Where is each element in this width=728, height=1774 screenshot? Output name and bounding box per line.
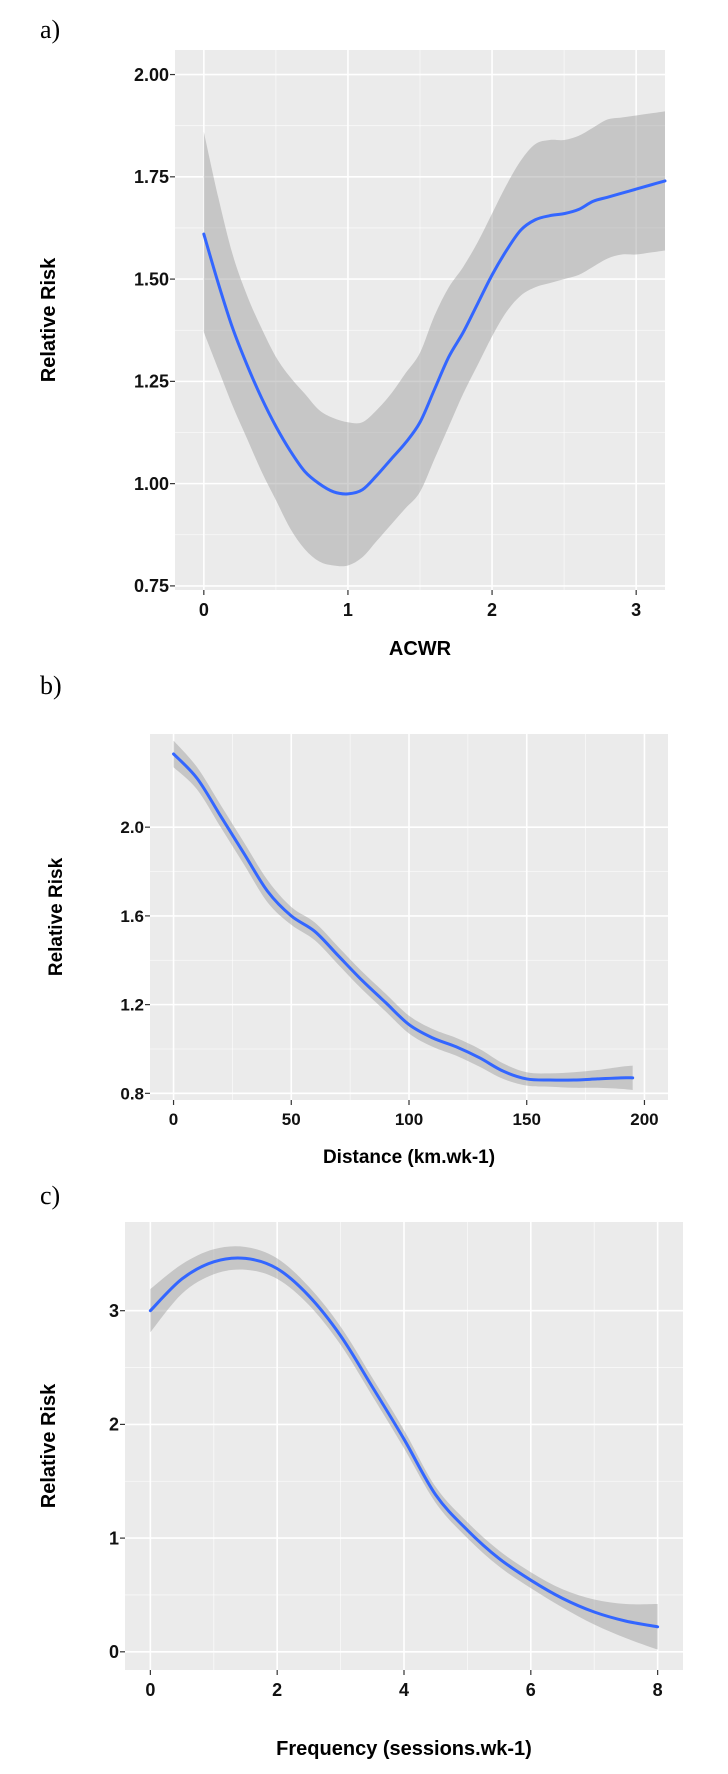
x-tick-label: 150 [513,1110,541,1129]
x-tick-label: 4 [399,1680,409,1700]
x-tick-label: 50 [282,1110,301,1129]
panel-label-b: b) [40,671,62,700]
y-tick-label: 1.75 [134,167,169,187]
panel-label-a: a) [40,15,60,44]
chart-c-frequency: 0 2 4 6 8 0 1 2 3 Frequency (sessions.wk-1) Relati… [38,1222,683,1760]
x-tick-label: 6 [526,1680,536,1700]
x-tick-label: 3 [631,600,641,620]
x-axis-title: Frequency (sessions.wk-1) [276,1738,532,1760]
y-axis-title: Relative Risk [38,257,60,382]
x-tick-label: 200 [630,1110,658,1129]
confidence-band [150,1246,658,1650]
x-tick-label: 100 [395,1110,423,1129]
y-tick-label: 1.25 [134,372,169,392]
y-tick-label: 0.8 [120,1084,144,1103]
y-tick-label: 2.0 [120,818,144,837]
x-tick-label: 1 [343,600,353,620]
fit-line [172,752,635,1082]
x-tick-label: 0 [199,600,209,620]
x-axis-title: ACWR [389,638,452,660]
chart-a-acwr: 0 1 2 3 0.75 1.00 1.25 1.50 1.75 2.00 ACWR Relative… [38,50,667,660]
confidence-band [203,111,665,567]
y-axis-title: Relative Risk [46,857,67,976]
x-tick-label: 0 [145,1680,155,1700]
y-tick-label: 1.50 [134,269,169,289]
x-tick-label: 0 [169,1110,178,1129]
fit-line [202,179,667,496]
x-axis-title: Distance (km.wk-1) [323,1147,495,1168]
y-axis-title: Relative Risk [38,1383,60,1508]
x-tick-label: 8 [653,1680,663,1700]
y-tick-label: 0 [109,1642,119,1662]
y-tick-label: 0.75 [134,576,169,596]
fit-line [148,1256,660,1629]
y-tick-label: 1 [109,1528,119,1548]
x-tick-label: 2 [272,1680,282,1700]
panel-label-c: c) [40,1181,60,1210]
y-tick-label: 1.00 [134,474,169,494]
y-tick-label: 1.2 [120,996,144,1015]
chart-b-distance: 0 50 100 150 200 0.8 1.2 1.6 2.0 Distance (km.wk-… [46,734,668,1168]
y-tick-label: 2 [109,1415,119,1435]
y-tick-label: 2.00 [134,65,169,85]
y-tick-label: 1.6 [120,907,144,926]
x-tick-label: 2 [487,600,497,620]
y-tick-label: 3 [109,1301,119,1321]
